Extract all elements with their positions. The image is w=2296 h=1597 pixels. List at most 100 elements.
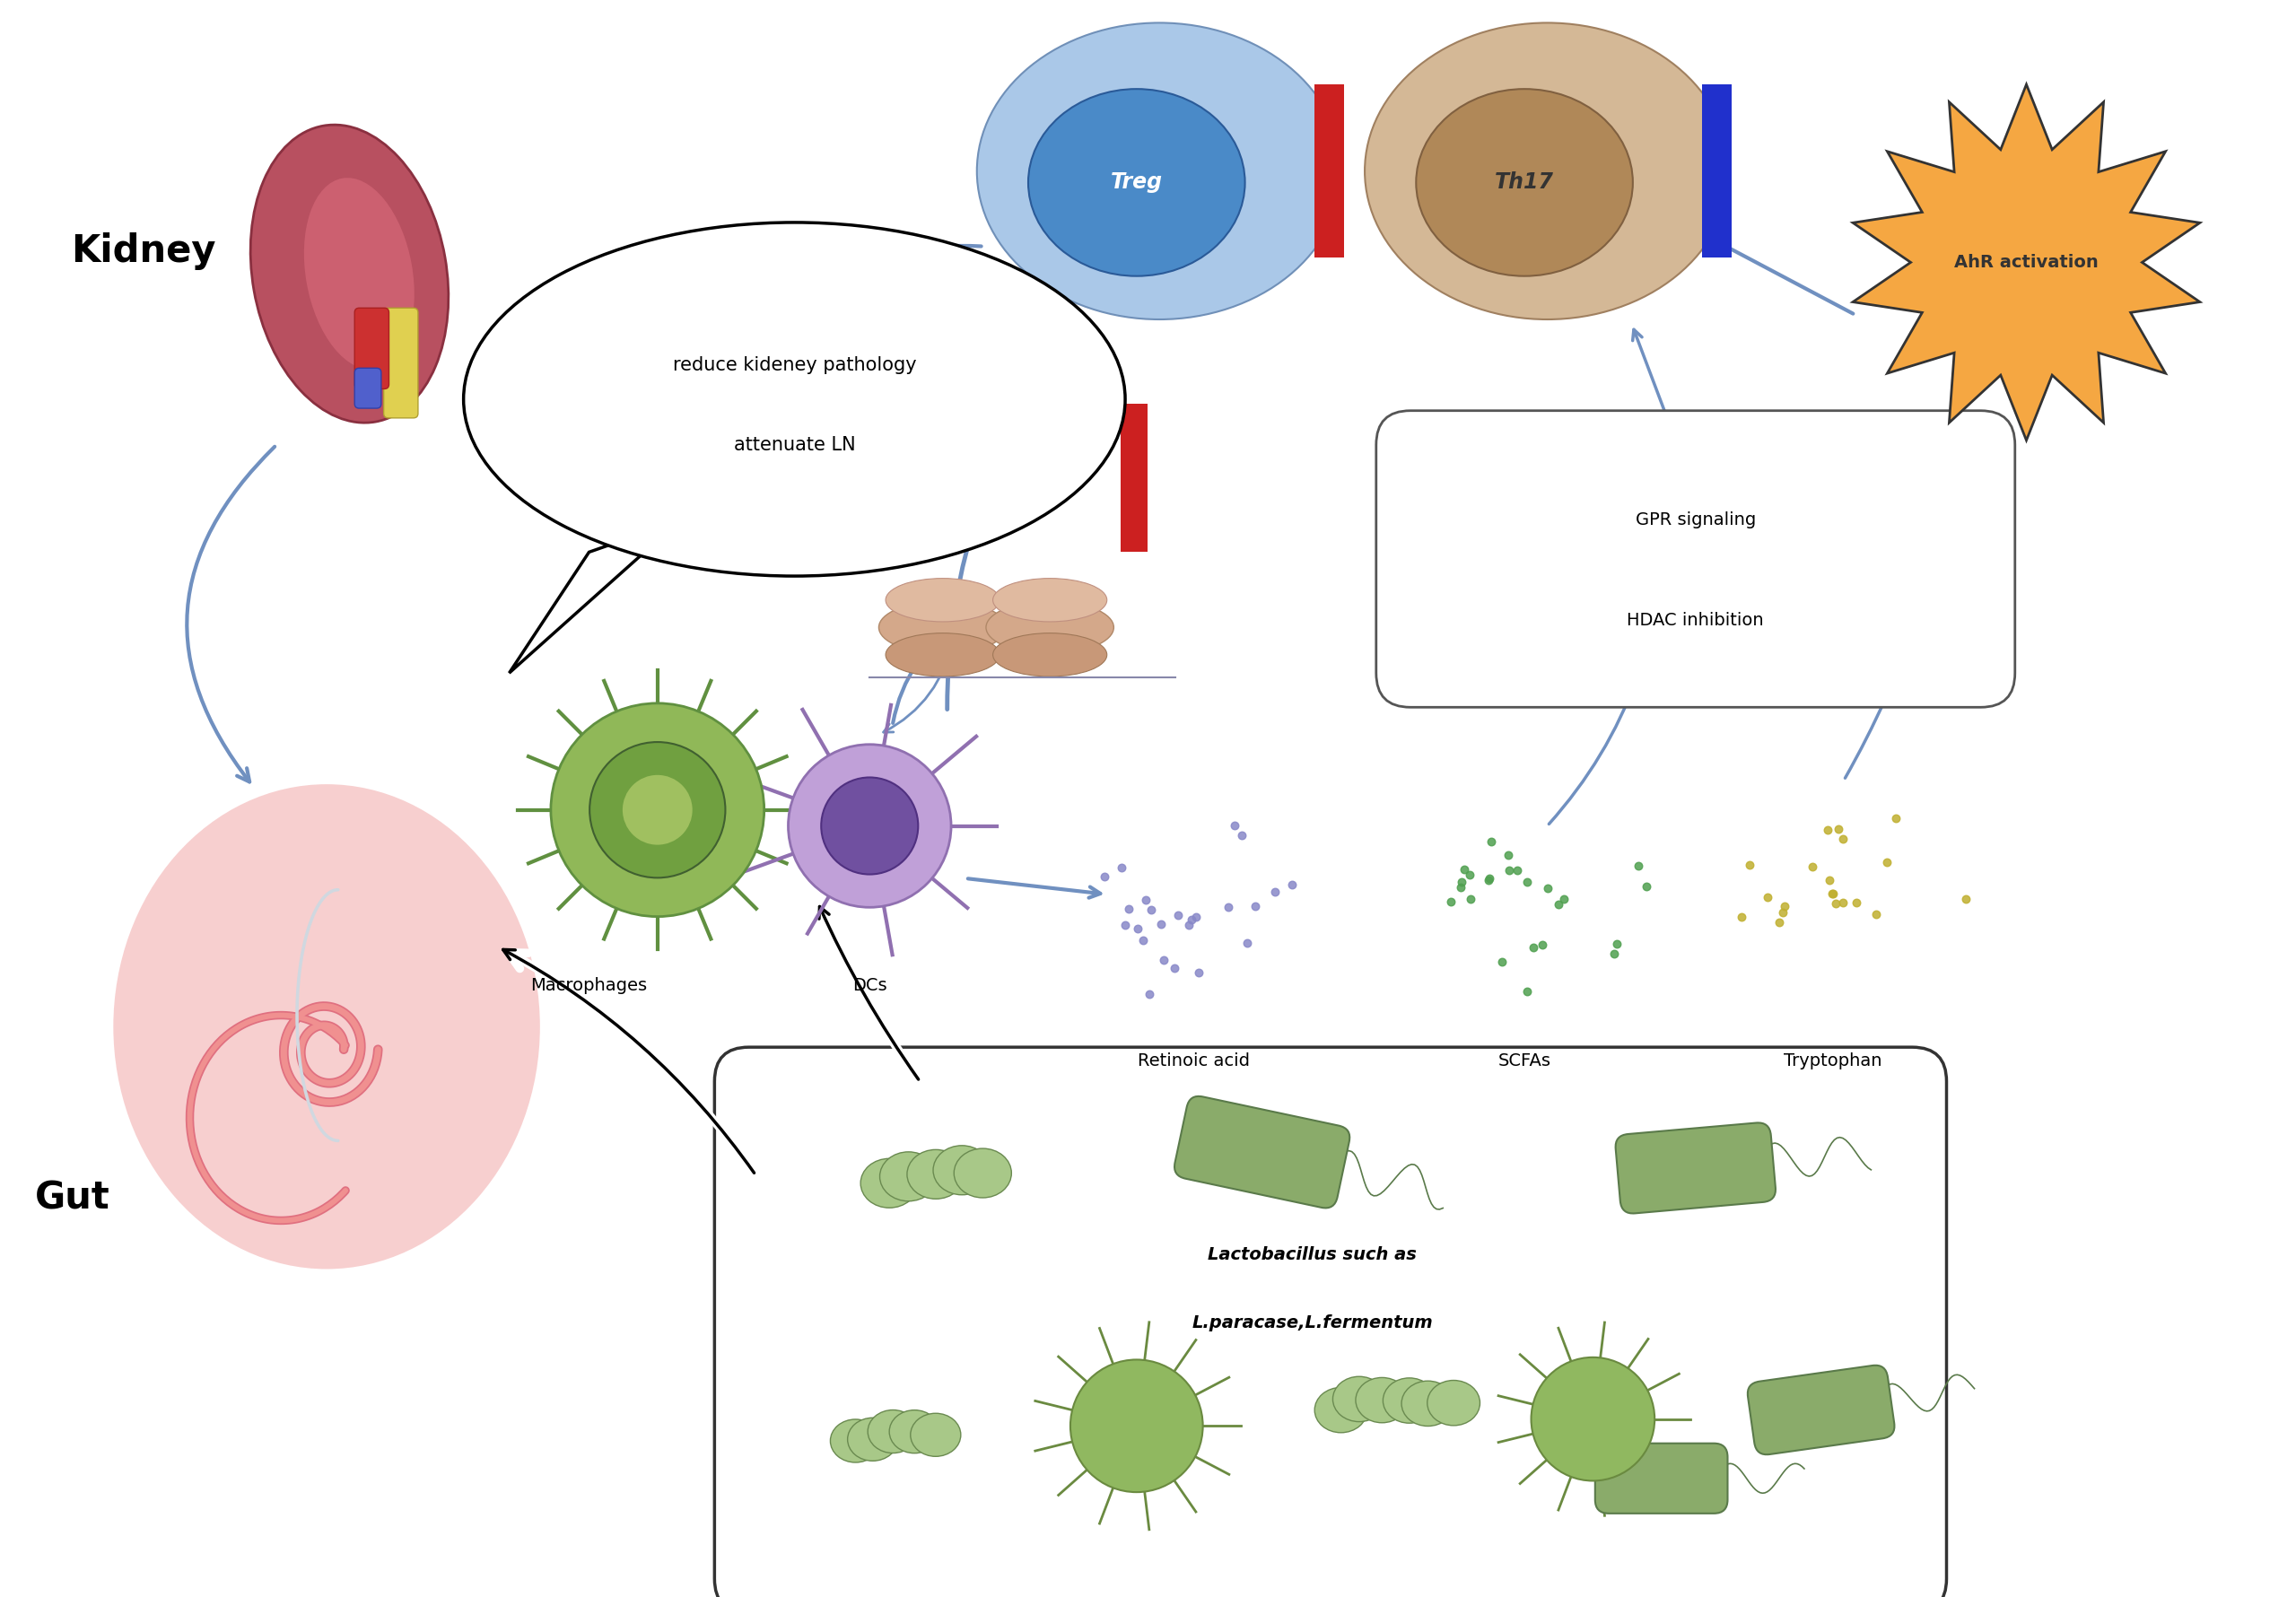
Point [1515,934,1552,960]
Text: TGF-B: TGF-B [983,466,1049,484]
Text: SCFAs: SCFAs [1497,1052,1550,1070]
FancyBboxPatch shape [354,367,381,409]
Text: L.paracase,L.fermentum: L.paracase,L.fermentum [1192,1314,1433,1332]
Ellipse shape [861,1158,918,1207]
Point [1453,886,1490,912]
Point [1818,891,1855,917]
Ellipse shape [303,177,413,371]
Point [1446,856,1483,882]
FancyBboxPatch shape [1176,1096,1350,1207]
Point [1508,869,1545,894]
Ellipse shape [847,1418,898,1461]
Point [1814,882,1851,907]
Point [1274,872,1311,898]
Text: Treg: Treg [1111,172,1162,193]
Point [1483,949,1520,974]
Point [1869,850,1906,875]
Text: Macrophages: Macrophages [530,977,647,993]
Point [1596,941,1632,966]
Point [1812,867,1848,893]
Circle shape [551,703,765,917]
Ellipse shape [831,1420,882,1463]
Point [1111,896,1148,921]
Point [1469,867,1506,893]
Point [1217,813,1254,838]
Point [1224,822,1261,848]
Point [1171,912,1208,937]
Ellipse shape [1355,1378,1407,1423]
FancyBboxPatch shape [1747,1365,1894,1455]
FancyBboxPatch shape [1375,410,2016,707]
Point [1118,915,1155,941]
Text: DCs: DCs [852,977,886,993]
Text: reduce kideney pathology: reduce kideney pathology [673,356,916,374]
Circle shape [1070,1359,1203,1492]
Ellipse shape [1417,89,1632,276]
Point [1433,890,1469,915]
Text: attenuate LN: attenuate LN [732,436,854,454]
Ellipse shape [1029,89,1244,276]
Circle shape [822,778,918,875]
Ellipse shape [912,1413,960,1456]
Point [1621,853,1658,878]
Point [1722,904,1759,929]
Point [1795,854,1832,880]
Ellipse shape [886,632,999,677]
Point [1499,858,1536,883]
Circle shape [1531,1357,1655,1480]
Point [1228,931,1265,957]
Text: Gut: Gut [34,1179,110,1217]
Circle shape [788,744,951,907]
Ellipse shape [907,1150,964,1199]
Ellipse shape [992,632,1107,677]
Point [1598,931,1635,957]
Ellipse shape [953,1148,1013,1198]
Ellipse shape [1401,1381,1453,1426]
Point [1628,874,1665,899]
Point [1763,899,1800,925]
Point [1545,886,1582,912]
Ellipse shape [985,600,1114,653]
Ellipse shape [1382,1378,1435,1423]
Text: AhR activation: AhR activation [1954,254,2099,271]
Point [1238,893,1274,918]
Point [1821,816,1857,842]
Text: Retinoic acid: Retinoic acid [1137,1052,1249,1070]
Text: Kidney: Kidney [71,232,216,270]
Ellipse shape [464,222,1125,577]
Point [1442,875,1479,901]
FancyBboxPatch shape [354,308,388,388]
Point [1731,853,1768,878]
Ellipse shape [932,1145,990,1195]
Ellipse shape [868,1410,918,1453]
Point [1444,869,1481,894]
Point [1541,891,1577,917]
Bar [1120,404,1148,553]
Point [1256,880,1293,905]
FancyBboxPatch shape [383,308,418,418]
Point [1159,902,1196,928]
Point [1104,854,1141,880]
Ellipse shape [1316,1388,1368,1433]
Ellipse shape [250,125,448,423]
Point [1814,882,1851,907]
Point [1086,864,1123,890]
Point [1180,960,1217,985]
Point [1178,904,1215,929]
Polygon shape [510,521,680,672]
Text: Tryptophan: Tryptophan [1784,1052,1883,1070]
Point [1472,866,1508,891]
Ellipse shape [879,600,1006,653]
Point [1146,947,1182,973]
Point [1508,979,1545,1005]
Ellipse shape [1428,1380,1481,1426]
Point [1472,829,1508,854]
Point [1125,928,1162,953]
Point [1134,898,1171,923]
Point [1132,981,1169,1006]
Ellipse shape [879,1151,937,1201]
Point [1766,893,1802,918]
Bar [1316,85,1343,257]
Circle shape [590,743,726,878]
Point [1490,858,1527,883]
